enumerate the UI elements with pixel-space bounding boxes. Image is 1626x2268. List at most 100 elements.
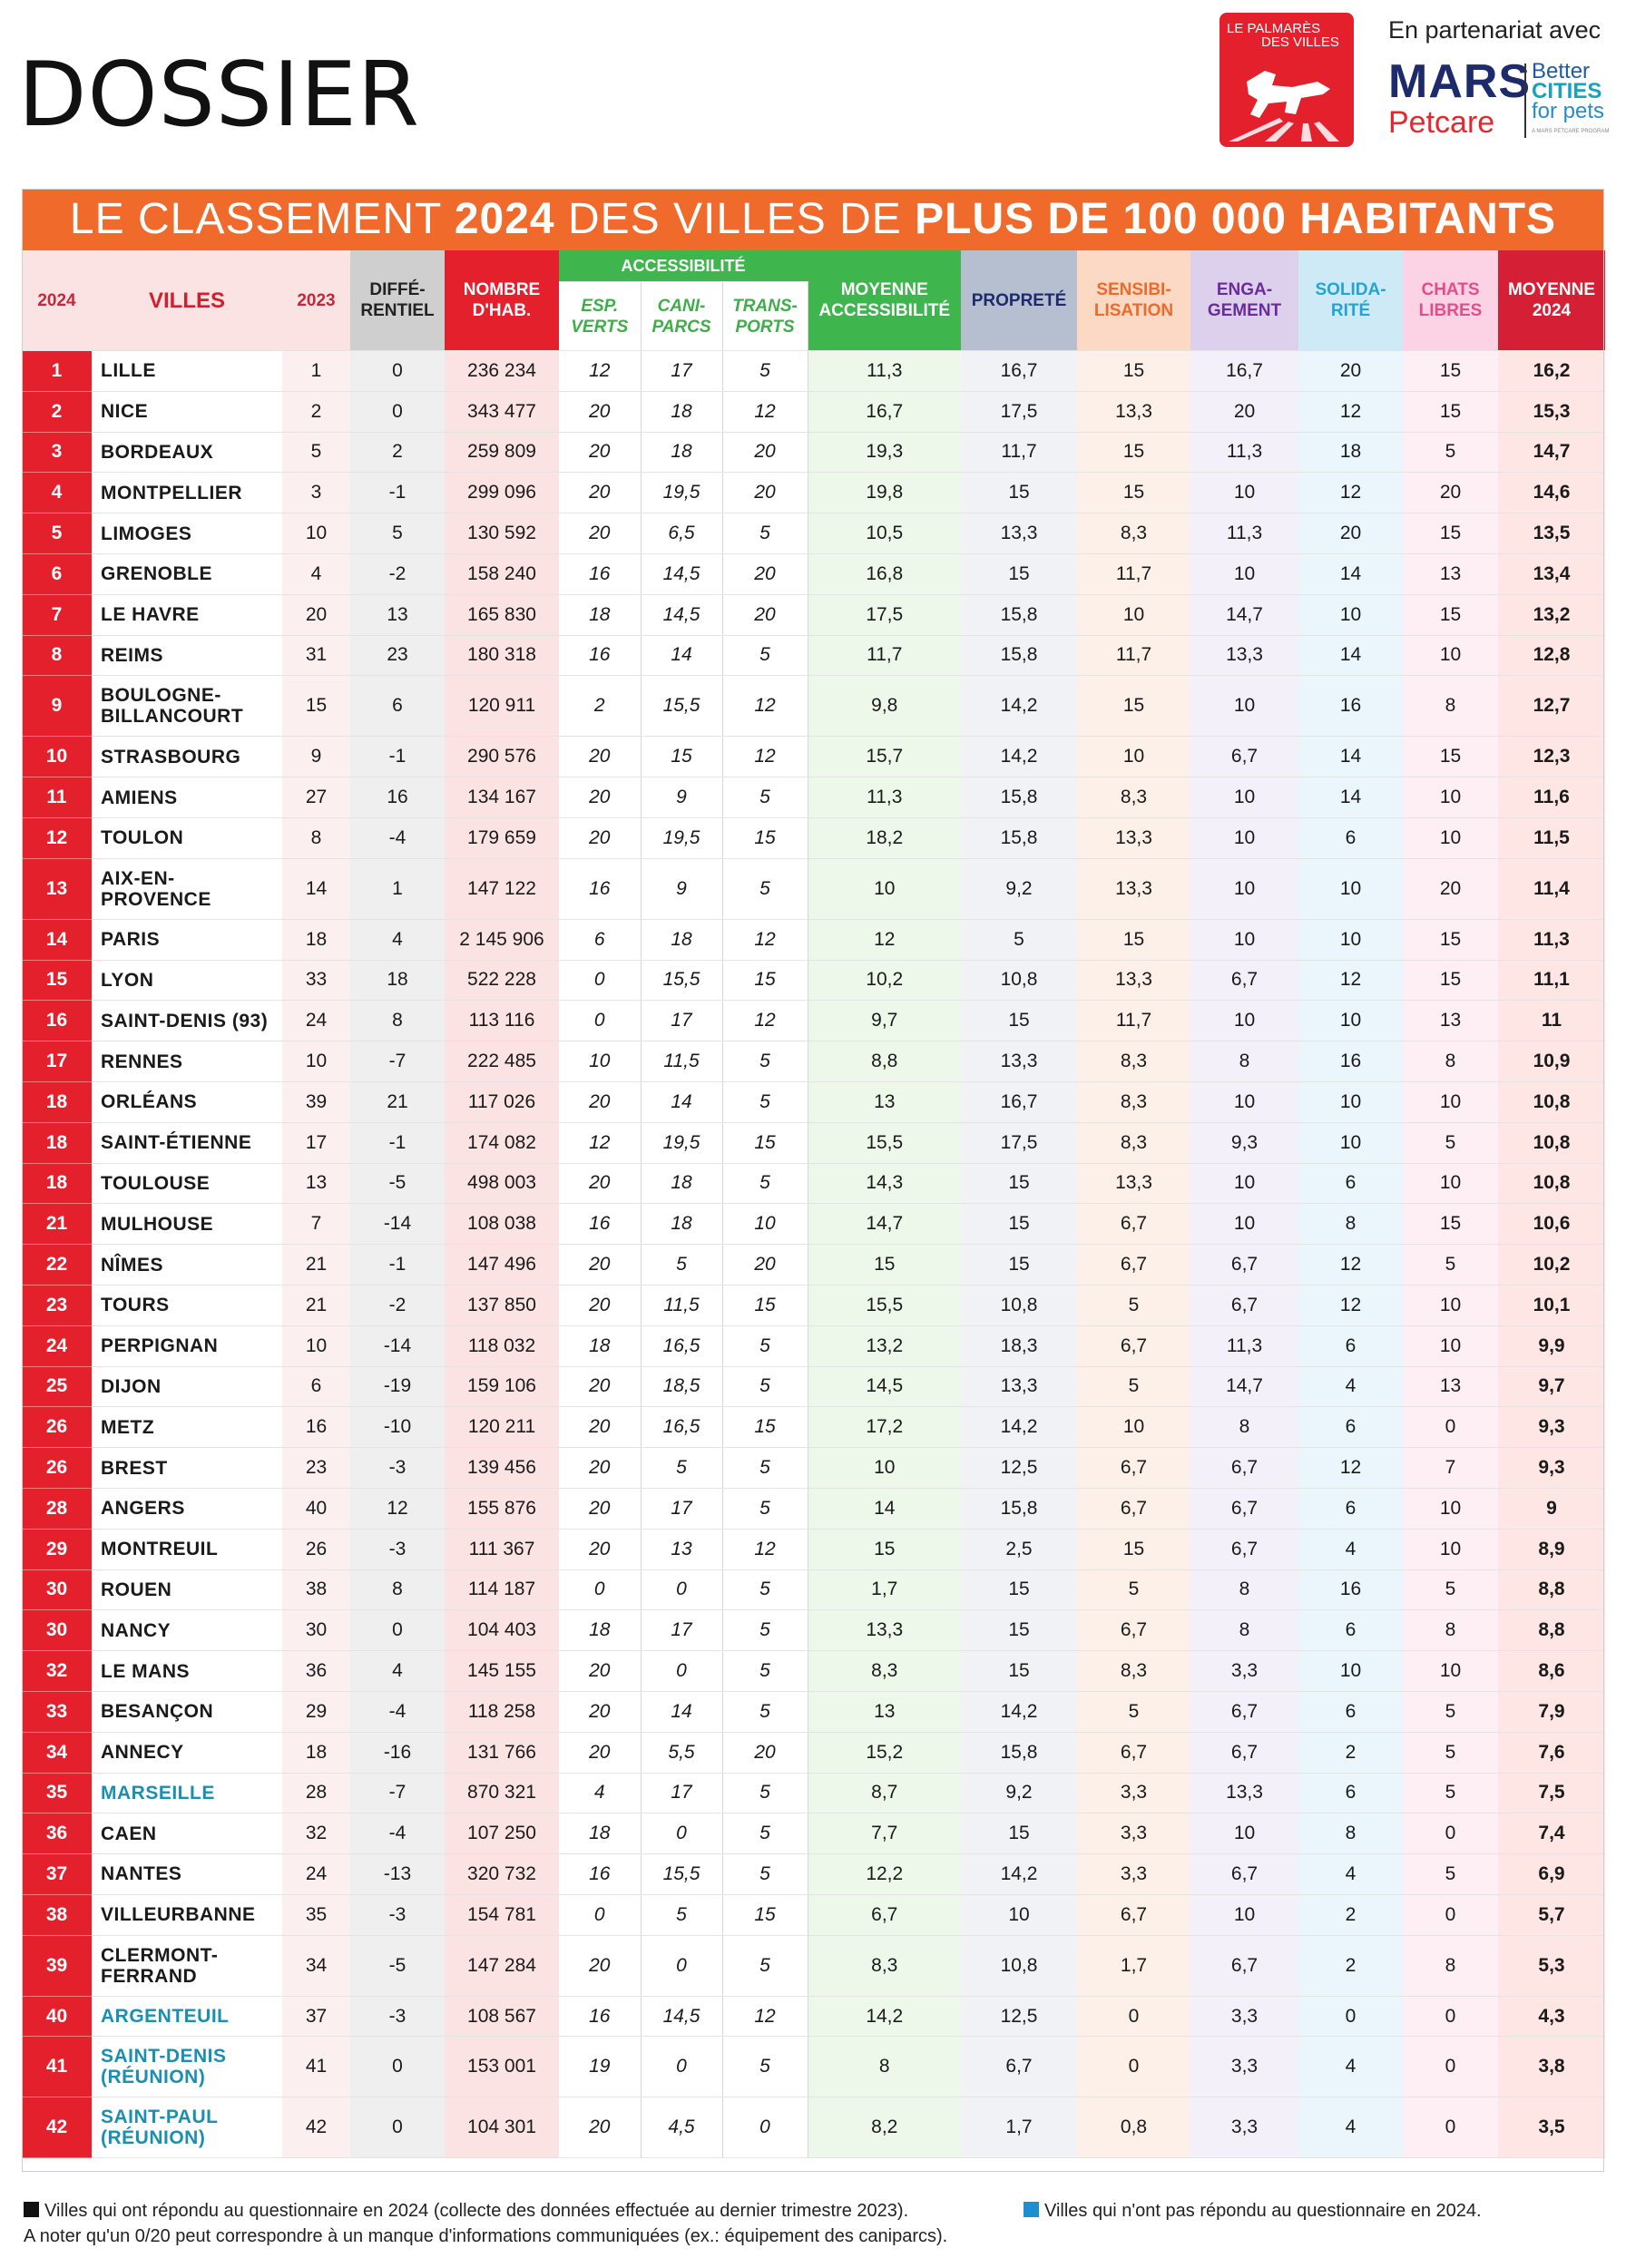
cell-rank-2024: 4 xyxy=(22,472,92,514)
cell-solidarite: 8 xyxy=(1298,1203,1403,1246)
cell-proprete: 12,5 xyxy=(961,1996,1077,2038)
cell-caniparcs: 11,5 xyxy=(641,1285,723,1326)
cell-moyenne-accessibilite: 16,8 xyxy=(807,553,961,595)
cell-rank-2023: 24 xyxy=(282,1853,350,1895)
cell-rank-2023: 28 xyxy=(282,1773,350,1814)
cell-moyenne-2024: 3,8 xyxy=(1498,2036,1605,2098)
cell-ville: LIMOGES xyxy=(92,513,282,554)
cell-caniparcs: 13 xyxy=(641,1529,723,1570)
col-header-espaces-verts: ESP. VERTS xyxy=(559,281,642,351)
cell-habitants: 114 187 xyxy=(445,1569,559,1611)
cell-proprete: 6,7 xyxy=(961,2036,1077,2098)
cell-engagement: 9,3 xyxy=(1190,1122,1298,1164)
cell-sensibilisation: 11,7 xyxy=(1077,635,1190,677)
cell-engagement: 8 xyxy=(1190,1041,1298,1082)
cell-solidarite: 12 xyxy=(1298,1285,1403,1326)
cell-transports: 12 xyxy=(722,919,808,961)
cell-habitants: 498 003 xyxy=(445,1163,559,1205)
cell-rank-2024: 24 xyxy=(22,1325,92,1367)
cell-caniparcs: 17 xyxy=(641,1609,723,1652)
cell-espaces-verts: 0 xyxy=(559,1000,642,1042)
cell-chats-libres: 15 xyxy=(1403,960,1498,1002)
cell-ville: AMIENS xyxy=(92,777,282,818)
table-row: 5 LIMOGES 10 5 130 592 20 6,5 5 10,5 13,3 8,3 11,3 2… xyxy=(22,513,1605,554)
cell-moyenne-accessibilite: 15,5 xyxy=(807,1285,961,1326)
cell-transports: 5 xyxy=(722,1691,808,1733)
cell-moyenne-accessibilite: 9,8 xyxy=(807,675,961,738)
cell-espaces-verts: 20 xyxy=(559,1488,642,1530)
cell-habitants: 155 876 xyxy=(445,1488,559,1530)
cell-differentiel: 0 xyxy=(350,1609,445,1652)
cell-proprete: 1,7 xyxy=(961,2097,1077,2159)
cell-solidarite: 12 xyxy=(1298,960,1403,1002)
cell-chats-libres: 0 xyxy=(1403,2036,1498,2098)
cell-rank-2023: 21 xyxy=(282,1244,350,1286)
cell-rank-2024: 18 xyxy=(22,1122,92,1164)
cell-moyenne-accessibilite: 14,5 xyxy=(807,1366,961,1408)
cell-caniparcs: 14,5 xyxy=(641,553,723,595)
cell-solidarite: 6 xyxy=(1298,1406,1403,1449)
cell-ville: MULHOUSE xyxy=(92,1203,282,1246)
cell-espaces-verts: 20 xyxy=(559,1285,642,1326)
cell-differentiel: -1 xyxy=(350,1244,445,1286)
cell-transports: 5 xyxy=(722,1853,808,1895)
cell-sensibilisation: 8,3 xyxy=(1077,513,1190,554)
cell-differentiel: -13 xyxy=(350,1853,445,1895)
cell-solidarite: 4 xyxy=(1298,1366,1403,1408)
cell-caniparcs: 0 xyxy=(641,1650,723,1692)
cell-moyenne-accessibilite: 11,7 xyxy=(807,635,961,677)
cell-espaces-verts: 16 xyxy=(559,553,642,595)
cell-espaces-verts: 2 xyxy=(559,675,642,738)
cell-moyenne-accessibilite: 13 xyxy=(807,1691,961,1733)
cell-espaces-verts: 20 xyxy=(559,2097,642,2159)
cell-sensibilisation: 8,3 xyxy=(1077,1041,1190,1082)
cell-ville: LE MANS xyxy=(92,1650,282,1692)
cell-rank-2023: 6 xyxy=(282,1366,350,1408)
cell-sensibilisation: 11,7 xyxy=(1077,553,1190,595)
cell-moyenne-2024: 11,6 xyxy=(1498,777,1605,818)
better-cities-logo: Better CITIES for pets xyxy=(1532,61,1604,122)
cell-caniparcs: 0 xyxy=(641,1813,723,1855)
cell-proprete: 10,8 xyxy=(961,1935,1077,1997)
cell-engagement: 10 xyxy=(1190,553,1298,595)
cell-transports: 15 xyxy=(722,1122,808,1164)
cell-ville: SAINT-PAUL (RÉUNION) xyxy=(92,2097,282,2159)
cell-engagement: 20 xyxy=(1190,391,1298,433)
cell-chats-libres: 5 xyxy=(1403,1569,1498,1611)
cell-engagement: 8 xyxy=(1190,1406,1298,1449)
cell-habitants: 108 038 xyxy=(445,1203,559,1246)
cell-espaces-verts: 20 xyxy=(559,1163,642,1205)
cell-moyenne-accessibilite: 14 xyxy=(807,1488,961,1530)
cell-rank-2024: 30 xyxy=(22,1609,92,1652)
cell-rank-2023: 5 xyxy=(282,432,350,474)
cell-engagement: 6,7 xyxy=(1190,1853,1298,1895)
cell-sensibilisation: 0 xyxy=(1077,2036,1190,2098)
cell-engagement: 8 xyxy=(1190,1609,1298,1652)
cell-moyenne-accessibilite: 15,5 xyxy=(807,1122,961,1164)
cell-rank-2024: 29 xyxy=(22,1529,92,1570)
cell-rank-2024: 42 xyxy=(22,2097,92,2159)
cell-transports: 20 xyxy=(722,553,808,595)
cell-sensibilisation: 3,3 xyxy=(1077,1853,1190,1895)
cell-ville: CAEN xyxy=(92,1813,282,1855)
cell-rank-2023: 16 xyxy=(282,1406,350,1449)
cell-caniparcs: 14,5 xyxy=(641,1996,723,2038)
cell-rank-2023: 41 xyxy=(282,2036,350,2098)
cell-engagement: 10 xyxy=(1190,675,1298,738)
cell-espaces-verts: 18 xyxy=(559,594,642,636)
cell-moyenne-accessibilite: 14,3 xyxy=(807,1163,961,1205)
cell-ville: NICE xyxy=(92,391,282,433)
cell-rank-2023: 39 xyxy=(282,1081,350,1123)
cell-rank-2024: 37 xyxy=(22,1853,92,1895)
cell-proprete: 16,7 xyxy=(961,350,1077,392)
cell-proprete: 2,5 xyxy=(961,1529,1077,1570)
cell-proprete: 14,2 xyxy=(961,1691,1077,1733)
cell-proprete: 15,8 xyxy=(961,777,1077,818)
col-header-caniparcs: CANI- PARCS xyxy=(641,281,723,351)
cell-rank-2023: 20 xyxy=(282,594,350,636)
table-row: 3 BORDEAUX 5 2 259 809 20 18 20 19,3 11,7 15 11,3 18… xyxy=(22,432,1605,474)
cell-ville: CLERMONT- FERRAND xyxy=(92,1935,282,1997)
cell-moyenne-2024: 10,6 xyxy=(1498,1203,1605,1246)
cell-engagement: 3,3 xyxy=(1190,2036,1298,2098)
cell-ville: ROUEN xyxy=(92,1569,282,1611)
